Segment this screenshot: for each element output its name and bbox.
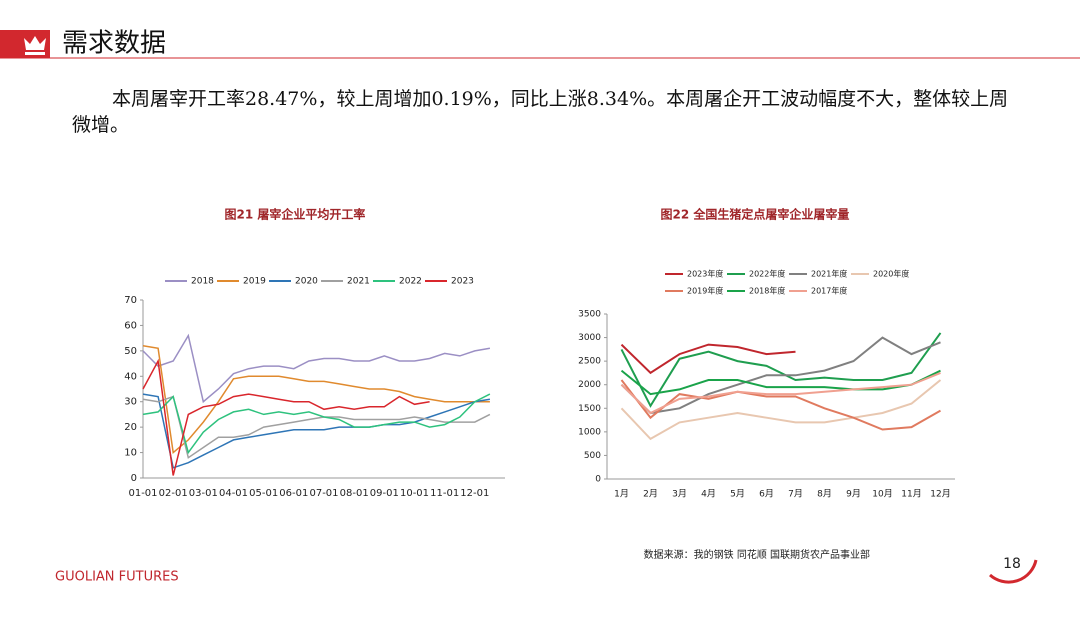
x-tick-label: 12月 (930, 489, 950, 500)
x-tick-label: 12-01 (460, 488, 489, 499)
x-tick-label: 3月 (672, 489, 687, 500)
series-line (620, 369, 941, 396)
y-tick-label: 1000 (578, 427, 601, 437)
series-line (142, 345, 490, 455)
series-line (142, 393, 491, 455)
series-line (620, 379, 942, 441)
x-tick-label: 1月 (614, 489, 629, 500)
x-tick-label: 04-01 (219, 488, 248, 499)
x-tick-label: 08-01 (340, 488, 369, 499)
page-number: 18 (1003, 556, 1021, 572)
legend-label: 2017年度 (811, 286, 847, 296)
y-tick-label: 0 (131, 473, 137, 484)
legend-label: 2019年度 (687, 286, 723, 296)
series-line (620, 379, 941, 431)
x-tick-label: 7月 (788, 489, 803, 500)
legend-label: 2022年度 (749, 269, 785, 279)
x-tick-label: 03-01 (189, 488, 218, 499)
y-tick-label: 60 (124, 320, 137, 331)
source: 数据来源：我的钢铁 同花顺 国联期货农产品事业部 (644, 548, 870, 561)
x-tick-label: 6月 (759, 489, 774, 500)
legend-label: 2018年度 (749, 286, 785, 296)
x-tick-label: 5月 (730, 489, 745, 500)
x-tick-label: 09-01 (370, 488, 399, 499)
series-line (620, 332, 942, 408)
x-tick-label: 10-01 (400, 488, 429, 499)
chart-title: 图21 屠宰企业平均开工率 (225, 207, 366, 222)
x-tick-label: 9月 (846, 489, 861, 500)
series-line (620, 336, 941, 415)
x-tick-label: 4月 (701, 489, 716, 500)
y-tick-label: 20 (124, 422, 137, 433)
series-line (142, 333, 491, 404)
y-tick-label: 500 (584, 451, 601, 461)
series-line (620, 343, 796, 375)
y-tick-label: 40 (124, 371, 137, 382)
series-line (142, 393, 491, 469)
page-arc (989, 559, 1038, 584)
x-tick-label: 10月 (872, 489, 892, 500)
legend-label: 2022 (399, 277, 422, 287)
x-tick-label: 06-01 (279, 488, 308, 499)
x-tick-label: 07-01 (309, 488, 338, 499)
y-tick-label: 3500 (578, 310, 601, 320)
series-line (142, 395, 491, 459)
legend-label: 2023 (451, 277, 474, 287)
y-tick-label: 70 (124, 295, 137, 306)
footer-brand: GUOLIAN FUTURES (55, 570, 179, 585)
series-line (620, 371, 941, 415)
x-tick-label: 11月 (901, 489, 921, 500)
legend-label: 2021年度 (811, 269, 847, 279)
x-tick-label: 8月 (817, 489, 832, 500)
x-tick-label: 02-01 (159, 488, 188, 499)
paragraph: 本周屠宰开工率28.47%，较上周增加0.19%，同比上涨8.34%。本周屠企开… (72, 88, 1009, 136)
y-tick-label: 10 (124, 448, 137, 459)
header-title: 需求数据 (62, 29, 166, 59)
x-tick-label: 01-01 (128, 488, 157, 499)
crown-icon (24, 36, 46, 55)
legend-label: 2023年度 (687, 269, 723, 279)
y-tick-label: 50 (124, 346, 137, 357)
series-line (142, 358, 430, 476)
legend-label: 2021 (347, 277, 370, 287)
x-tick-label: 05-01 (249, 488, 278, 499)
legend-label: 2020年度 (873, 269, 909, 279)
legend-label: 2019 (243, 277, 266, 287)
x-tick-label: 11-01 (430, 488, 459, 499)
chart-title: 图22 全国生猪定点屠宰企业屠宰量 (661, 207, 850, 222)
y-tick-label: 2000 (578, 380, 601, 390)
y-tick-label: 3000 (578, 333, 601, 343)
y-tick-label: 0 (595, 475, 601, 485)
y-tick-label: 2500 (578, 357, 601, 367)
legend-label: 2020 (295, 277, 318, 287)
y-tick-label: 1500 (578, 404, 601, 414)
legend-label: 2018 (191, 277, 214, 287)
x-tick-label: 2月 (643, 489, 658, 500)
y-tick-label: 30 (124, 397, 137, 408)
